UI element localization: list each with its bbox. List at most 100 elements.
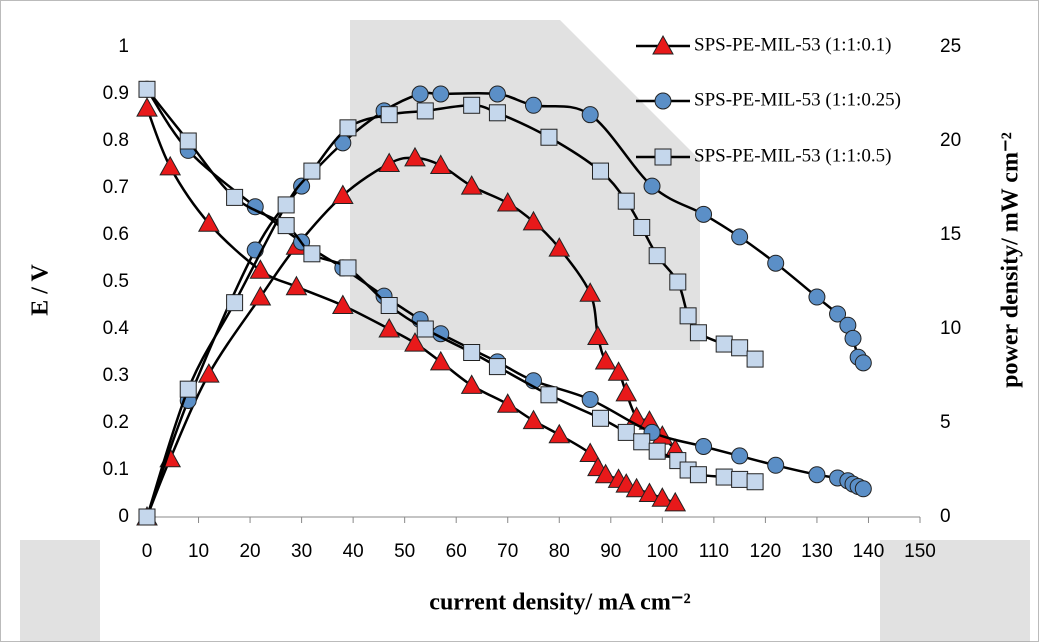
marker [731,228,749,246]
marker [591,409,609,427]
marker [496,393,519,413]
marker [648,247,666,265]
marker [380,106,398,124]
marker [715,468,733,486]
marker [615,381,638,402]
marker [226,188,244,206]
y2-axis-title: power density/ mW cm⁻² [998,132,1024,388]
marker [339,259,357,277]
marker [579,282,602,302]
watermark [20,20,1030,642]
marker [633,218,651,236]
x-tick-label: 60 [446,541,467,562]
marker [463,344,481,361]
legend-marker [652,34,674,55]
marker [594,463,617,484]
legend-label: SPS-PE-MIL-53 (1:1:0.25) [694,89,901,110]
marker [249,259,272,279]
marker [651,487,674,507]
marker [854,480,872,498]
x-tick-label: 30 [291,541,312,562]
marker [460,374,483,394]
marker [197,363,220,383]
marker [746,350,764,368]
x-tick-label: 140 [853,541,885,562]
marker [715,335,733,353]
marker [159,155,182,176]
marker [695,205,713,223]
marker [633,433,651,451]
marker [689,466,707,484]
marker [226,294,244,312]
x-tick-label: 90 [600,541,621,562]
marker [731,339,749,357]
marker [548,423,571,444]
marker [689,324,707,342]
marker [416,102,434,120]
x-tick-label: 10 [188,541,209,562]
marker [581,106,599,124]
y-tick-label: 0.2 [103,412,129,433]
x-tick-label: 100 [646,541,678,562]
marker [669,273,687,291]
marker [179,132,197,150]
y-tick-label: 0.6 [103,224,129,245]
marker [648,442,666,460]
marker [460,175,483,195]
marker [197,212,220,232]
y-tick-label: 0.7 [103,177,129,198]
marker [522,409,545,430]
y-tick-label: 0.8 [103,130,129,151]
marker [540,386,558,404]
y-tick-label: 0 [118,506,129,527]
marker [731,447,749,465]
marker [643,177,661,195]
marker [331,294,354,314]
marker [303,162,321,180]
y-tick-label: 0.9 [103,83,129,104]
y-tick-label: 0.4 [103,318,130,339]
marker [579,442,602,463]
marker [293,177,311,195]
x-tick-label: 110 [699,541,729,562]
marker [731,470,749,488]
marker [617,192,635,210]
x-tick-label: 80 [549,541,570,562]
marker [808,466,826,484]
marker [617,423,635,441]
marker [581,391,599,408]
marker [746,473,764,491]
marker [767,456,785,474]
x-axis-title: current density/ mA cm⁻² [429,590,690,616]
marker [488,358,506,376]
legend-marker [654,148,672,166]
y2-tick-label: 25 [940,36,961,57]
marker [548,237,571,257]
marker [136,97,158,117]
marker [587,325,609,346]
marker [303,245,321,263]
marker [138,80,156,98]
y-tick-label: 0.5 [103,271,129,292]
marker [496,192,519,212]
marker [179,380,197,398]
marker [432,85,450,103]
marker [525,96,542,114]
x-tick-label: 120 [750,541,782,562]
marker [844,329,862,347]
marker [429,350,452,371]
marker [285,275,308,296]
x-tick-label: 130 [801,541,833,562]
x-tick-label: 70 [497,541,518,562]
marker [463,96,481,114]
marker [664,491,687,512]
marker [138,508,156,526]
marker [808,288,826,306]
marker [339,119,357,137]
x-tick-label: 20 [239,541,260,562]
marker [607,361,630,381]
y2-tick-label: 10 [940,318,961,339]
marker [404,332,426,352]
